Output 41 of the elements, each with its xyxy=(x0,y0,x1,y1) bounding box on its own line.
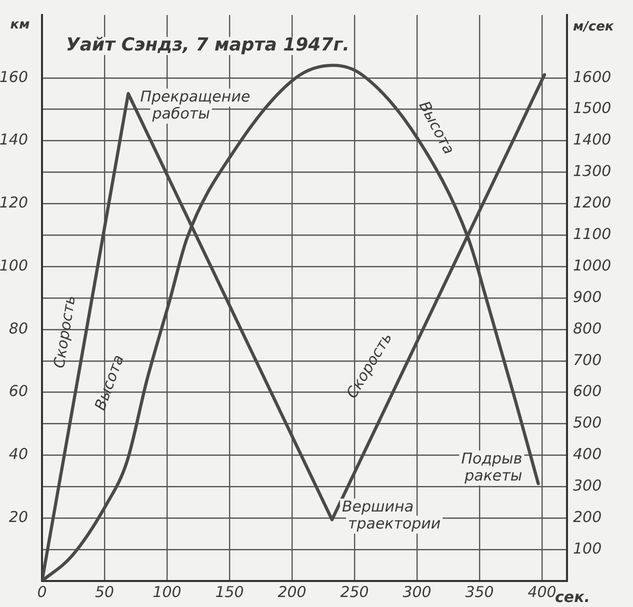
y2-axis-title: м/сек xyxy=(573,19,615,34)
annotation: Прекращение работы xyxy=(140,88,250,122)
y2-tick-label: 500 xyxy=(573,414,602,432)
y-axis-title: км xyxy=(10,17,30,32)
y2-tick-label: 1300 xyxy=(573,162,612,180)
y2-tick-label: 1600 xyxy=(573,68,612,86)
x-axis-title: сек. xyxy=(555,588,590,606)
y2-tick-label: 1400 xyxy=(573,130,612,149)
y-tick-label: 40 xyxy=(8,445,28,464)
y2-tick-label: 600 xyxy=(573,382,602,400)
x-tick-label: 200 xyxy=(278,582,306,601)
annotation: Вершина траектории xyxy=(342,498,441,533)
y2-tick-label: 300 xyxy=(573,476,602,495)
y-tick-label: 80 xyxy=(8,319,28,338)
annotation: Скорость xyxy=(50,294,80,370)
y2-tick-label: 100 xyxy=(573,539,602,558)
x-tick-label: 300 xyxy=(402,582,432,601)
x-tick-label: 50 xyxy=(94,582,114,601)
y2-tick-label: 400 xyxy=(573,445,602,464)
text: Уайт Сэндз, 7 марта 1947г. xyxy=(66,34,350,56)
y-tick-label: 20 xyxy=(8,508,28,526)
y-tick-label: 140 xyxy=(0,130,28,149)
x-tick-label: 400 xyxy=(528,582,556,601)
y2-tick-label: 1500 xyxy=(573,99,612,118)
x-tick-label: 100 xyxy=(152,582,182,601)
annotation: Подрыв ракеты xyxy=(461,449,522,484)
y2-tick-label: 1100 xyxy=(573,225,612,243)
y2-tick-label: 700 xyxy=(573,350,602,369)
x-tick-label: 150 xyxy=(215,582,244,601)
y2-tick-label: 200 xyxy=(573,508,602,526)
y-tick-label: 160 xyxy=(0,68,28,86)
x-tick-label: 0 xyxy=(37,582,47,601)
y2-tick-label: 800 xyxy=(573,319,602,338)
y-tick-label: 60 xyxy=(8,382,28,400)
y-tick-label: 120 xyxy=(0,194,28,212)
y-tick-label: 100 xyxy=(0,256,28,274)
y2-tick-label: 1200 xyxy=(573,194,612,212)
x-tick-label: 250 xyxy=(340,582,369,601)
y2-tick-label: 1000 xyxy=(573,256,612,274)
x-tick-label: 350 xyxy=(465,582,494,601)
y2-tick-label: 900 xyxy=(573,288,602,306)
